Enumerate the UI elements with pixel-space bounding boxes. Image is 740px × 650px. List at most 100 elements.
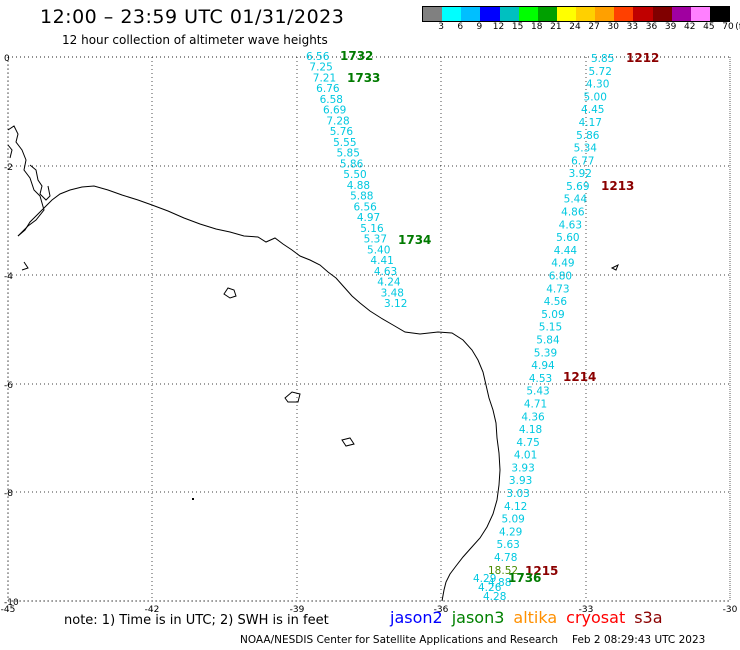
wave-height-label: 5.39 [534, 347, 557, 359]
legend-label: 27 [588, 22, 600, 32]
wave-height-label: 4.26 [478, 582, 502, 594]
wave-height-label: 5.86 [576, 130, 600, 142]
legend-swatch [461, 7, 481, 21]
pass-time-label: 1213 [601, 179, 634, 193]
pass-time-label: 1215 [525, 564, 558, 578]
wave-height-label: 4.86 [561, 207, 585, 219]
wave-height-label: 4.45 [581, 104, 604, 116]
legend-label: 9 [476, 22, 483, 32]
wave-height-label: 4.53 [529, 373, 552, 385]
legend-label: 42 [684, 22, 696, 32]
x-axis-label: -45 [1, 605, 16, 615]
wave-height-label: 3.93 [509, 475, 532, 487]
wave-height-label: 3.12 [384, 298, 407, 310]
y-axis-label: 0 [4, 54, 10, 64]
mission-legend: jason2 jason3 altika cryosat s3a [390, 608, 672, 627]
wave-height-label: 4.17 [579, 117, 602, 129]
wave-height-label: 5.85 [591, 53, 614, 65]
coastline-west [7, 125, 51, 271]
legend-swatch [614, 7, 634, 21]
wave-height-label: 4.75 [516, 437, 539, 449]
pass-time-label: 1212 [626, 51, 659, 65]
wave-height-label: 6.77 [571, 155, 594, 167]
wave-height-label: 4.29 [499, 526, 522, 538]
wave-height-label: 4.24 [377, 277, 401, 289]
x-axis-label: -36 [434, 605, 449, 615]
mission-altika: altika [513, 608, 558, 627]
x-axis-label: -30 [723, 605, 738, 615]
credit-org: NOAA/NESDIS Center for Satellite Applica… [240, 634, 558, 646]
wave-height-label: 6.80 [549, 271, 572, 283]
legend-label: 12 [492, 22, 505, 32]
legend-label: 45 [703, 22, 715, 32]
island [341, 437, 355, 447]
x-axis-label: -39 [290, 605, 305, 615]
wave-height-label: 4.73 [546, 283, 569, 295]
wave-height-label: 5.34 [574, 143, 598, 155]
grid-lines [7, 56, 731, 602]
x-axis-label: -42 [145, 605, 160, 615]
legend-label: 21 [550, 22, 562, 32]
wave-height-label: 5.09 [501, 514, 524, 526]
legend-label: 15 [511, 22, 524, 32]
wave-height-label: 6.56 [353, 201, 377, 213]
island [192, 498, 194, 500]
wave-height-label: 4.97 [357, 212, 380, 224]
x-axis-label: -33 [579, 605, 594, 615]
legend-swatch [537, 7, 557, 21]
wave-height-label: 5.44 [564, 194, 588, 206]
mission-jason2: jason2 [390, 608, 443, 627]
wave-height-label: 5.88 [350, 191, 373, 203]
wave-height-label: 4.30 [586, 79, 609, 91]
pass-time-label: 1214 [563, 370, 596, 384]
island [284, 391, 301, 403]
y-axis-label: -6 [4, 381, 13, 391]
wave-height-label: 5.72 [589, 66, 612, 78]
island [223, 287, 237, 299]
wave-height-label: 5.00 [584, 91, 607, 103]
wave-height-label: 4.56 [544, 296, 568, 308]
wave-height-label: 5.40 [367, 244, 390, 256]
coastline [17, 185, 501, 602]
wave-height-label: 4.41 [370, 255, 393, 267]
y-axis-label: -2 [4, 163, 13, 173]
wave-height-label: 5.15 [539, 322, 562, 334]
legend-swatch [576, 7, 596, 21]
wave-height-label: 6.58 [320, 94, 343, 106]
wave-height-label: 4.36 [521, 411, 545, 423]
legend-swatch [480, 7, 500, 21]
wave-height-label: 5.86 [340, 158, 364, 170]
wave-height-label: 5.55 [333, 137, 356, 149]
wave-height-label: 5.60 [556, 232, 579, 244]
legend-label: 36 [645, 22, 658, 32]
wave-height-label: 4.88 [347, 180, 370, 192]
legend-swatch [499, 7, 519, 21]
wave-height-label: 4.78 [494, 552, 517, 564]
wave-height-label: 5.63 [496, 539, 519, 551]
wave-height-label: 5.09 [541, 309, 564, 321]
legend-label: 24 [569, 22, 581, 32]
legend-swatch [709, 7, 729, 21]
credit-line: NOAA/NESDIS Center for Satellite Applica… [240, 634, 705, 646]
wave-height-label: 4.88 [488, 577, 511, 589]
wave-height-label: 4.49 [551, 258, 574, 270]
wave-height-label: 5.50 [343, 169, 366, 181]
legend-swatch [595, 7, 615, 21]
legend-label: 18 [531, 22, 543, 32]
wave-height-label: 4.01 [514, 450, 537, 462]
footnote: note: 1) Time is in UTC; 2) SWH is in fe… [64, 613, 329, 628]
legend-label: 3 [438, 22, 444, 32]
map-frame [7, 56, 731, 602]
legend-swatch [633, 7, 653, 21]
color-legend [422, 6, 730, 22]
wave-height-label: 3.48 [381, 287, 404, 299]
wave-height-label: 4.18 [519, 424, 542, 436]
pass-time-label: 1732 [340, 49, 373, 63]
legend-swatch [556, 7, 576, 21]
y-axis-label: -4 [4, 272, 13, 282]
mission-s3a: s3a [634, 608, 663, 627]
pass-time-label: 1734 [398, 233, 431, 247]
wave-height-label: 5.69 [566, 181, 589, 193]
